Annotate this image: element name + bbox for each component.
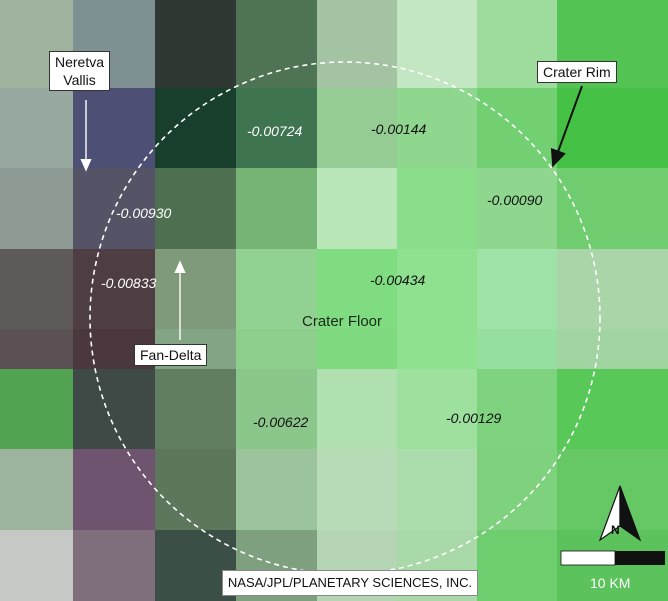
neretva-vallis-label: Neretva Vallis [49,51,111,91]
grid-cell [0,168,73,249]
grid-cell [73,369,155,449]
grid-cell [557,530,668,601]
grid-cell [317,369,397,449]
value-label: -0.00622 [253,414,309,430]
grid-cell [557,369,668,449]
grid-cell [155,449,236,530]
grid-cell [477,329,557,369]
grid-cell [317,88,397,168]
grid-cell [317,168,397,249]
value-label: -0.00129 [446,410,502,426]
image-credit: NASA/JPL/PLANETARY SCIENCES, INC. [222,570,478,596]
grid-cell [0,329,73,369]
grid-cell [557,329,668,369]
north-label: N [611,523,620,537]
grid-cell [155,249,236,329]
scale-bar [560,550,665,566]
grid-cell [0,88,73,168]
grid-cell [0,530,73,601]
grid-cell [477,369,557,449]
grid-cell [155,168,236,249]
grid-cell [236,329,317,369]
neretva-vallis-line2: Vallis [63,72,96,88]
grid-cell [477,168,557,249]
crater-rim-label: Crater Rim [537,61,617,83]
grid-cell [317,329,397,369]
grid-cell [73,168,155,249]
neretva-vallis-line1: Neretva [55,54,105,70]
grid-cell [0,369,73,449]
north-arrow-icon [598,485,642,542]
grid-cell [73,249,155,329]
grid-cell [73,530,155,601]
crater-rim-outline [89,61,601,575]
grid-cell [236,449,317,530]
grid-cell [477,249,557,329]
grid-cell [155,369,236,449]
fan-delta-label: Fan-Delta [134,344,208,366]
grid-cell [397,329,477,369]
grid-cell [317,249,397,329]
grid-cell [0,449,73,530]
grid-cell [73,449,155,530]
grid-cell [397,249,477,329]
grid-cell [236,249,317,329]
grid-cell [0,249,73,329]
crater-floor-label: Crater Floor [302,313,383,330]
value-label: -0.00724 [247,123,303,139]
scale-bar-label: 10 KM [590,575,631,591]
grid-cell [236,168,317,249]
value-label: -0.00090 [487,192,543,208]
grid-cell [557,168,668,249]
grid-cell [236,0,317,88]
value-label: -0.00144 [371,121,427,137]
crater-rim-arrow [550,85,583,168]
grid-cell [557,249,668,329]
grid-cell [477,88,557,168]
grid-cell [155,88,236,168]
grid-cell [317,0,397,88]
grid-cell [397,449,477,530]
value-label: -0.00833 [101,275,157,291]
grid-cell [397,168,477,249]
grid-cell [397,0,477,88]
grid-cell [236,88,317,168]
grid-cell [397,369,477,449]
grid-cell [155,0,236,88]
grid-cell [477,449,557,530]
value-label: -0.00434 [370,272,426,288]
value-label: -0.00930 [116,205,172,221]
grid-cell [397,88,477,168]
grid-cell [236,369,317,449]
grid-cell [317,449,397,530]
grid-cell [477,530,557,601]
